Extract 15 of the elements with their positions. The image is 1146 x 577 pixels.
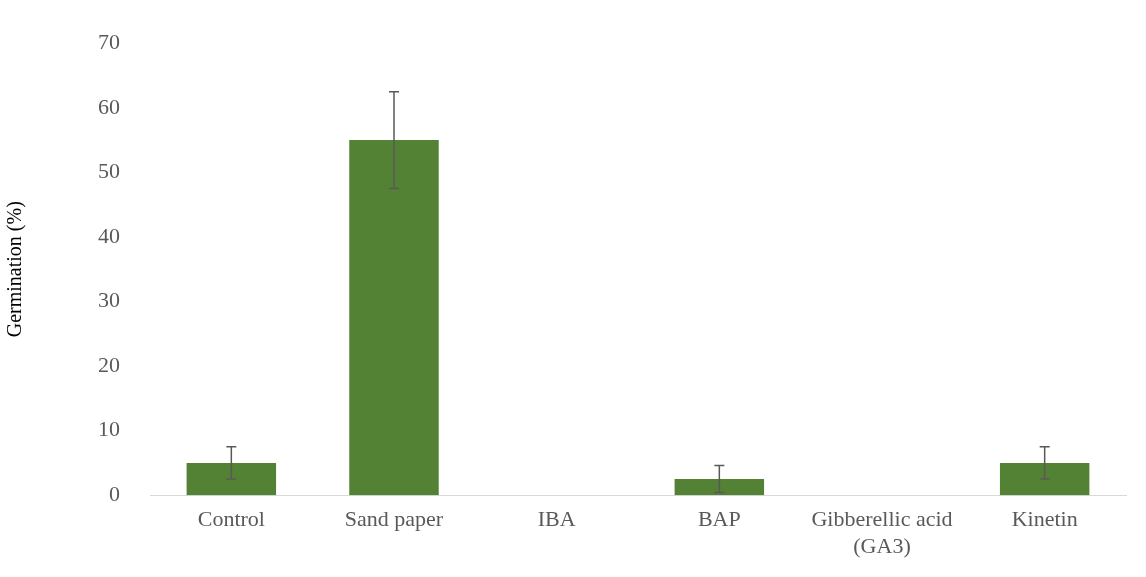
y-tick-label: 70 (98, 28, 120, 54)
y-tick-label: 40 (98, 222, 120, 248)
y-tick-label: 10 (98, 416, 120, 442)
x-tick-label: Sand paper (344, 506, 444, 532)
x-tick-label: IBA (537, 506, 576, 532)
y-axis-title: Germination (%) (3, 201, 27, 338)
y-tick-label: 0 (109, 480, 120, 506)
y-tick-label: 30 (98, 287, 120, 313)
x-tick-label: BAP (697, 506, 741, 532)
y-tick-label: 50 (98, 158, 120, 184)
x-tick-label: Kinetin (1011, 506, 1078, 532)
x-tick-label: Gibberellic acid (GA3) (811, 506, 953, 558)
y-tick-label: 60 (98, 93, 120, 119)
y-tick-label: 20 (98, 351, 120, 377)
x-tick-label: Control (197, 506, 265, 532)
